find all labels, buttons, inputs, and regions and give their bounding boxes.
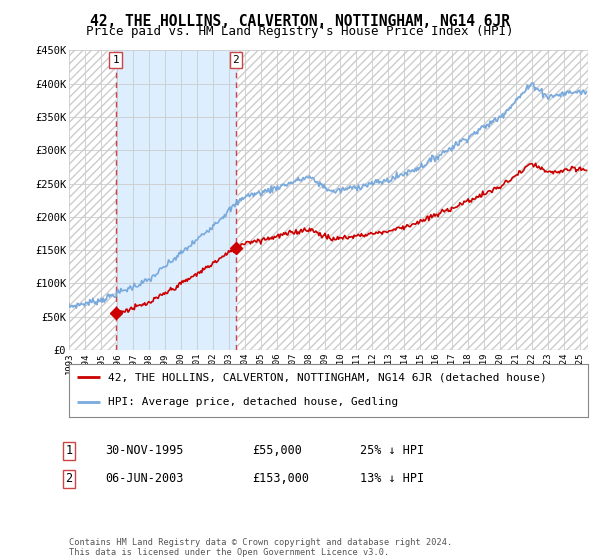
Text: 1: 1: [112, 55, 119, 65]
Text: HPI: Average price, detached house, Gedling: HPI: Average price, detached house, Gedl…: [108, 397, 398, 407]
Text: £55,000: £55,000: [252, 444, 302, 458]
Text: 1: 1: [65, 444, 73, 458]
Text: 2: 2: [65, 472, 73, 486]
Text: 30-NOV-1995: 30-NOV-1995: [105, 444, 184, 458]
Text: £153,000: £153,000: [252, 472, 309, 486]
Text: 06-JUN-2003: 06-JUN-2003: [105, 472, 184, 486]
Bar: [116, 50, 236, 350]
Text: 42, THE HOLLINS, CALVERTON, NOTTINGHAM, NG14 6JR (detached house): 42, THE HOLLINS, CALVERTON, NOTTINGHAM, …: [108, 372, 547, 382]
Text: 25% ↓ HPI: 25% ↓ HPI: [360, 444, 424, 458]
Text: 42, THE HOLLINS, CALVERTON, NOTTINGHAM, NG14 6JR: 42, THE HOLLINS, CALVERTON, NOTTINGHAM, …: [90, 14, 510, 29]
Text: 2: 2: [232, 55, 239, 65]
Text: 13% ↓ HPI: 13% ↓ HPI: [360, 472, 424, 486]
Text: Contains HM Land Registry data © Crown copyright and database right 2024.
This d: Contains HM Land Registry data © Crown c…: [69, 538, 452, 557]
Text: Price paid vs. HM Land Registry's House Price Index (HPI): Price paid vs. HM Land Registry's House …: [86, 25, 514, 38]
